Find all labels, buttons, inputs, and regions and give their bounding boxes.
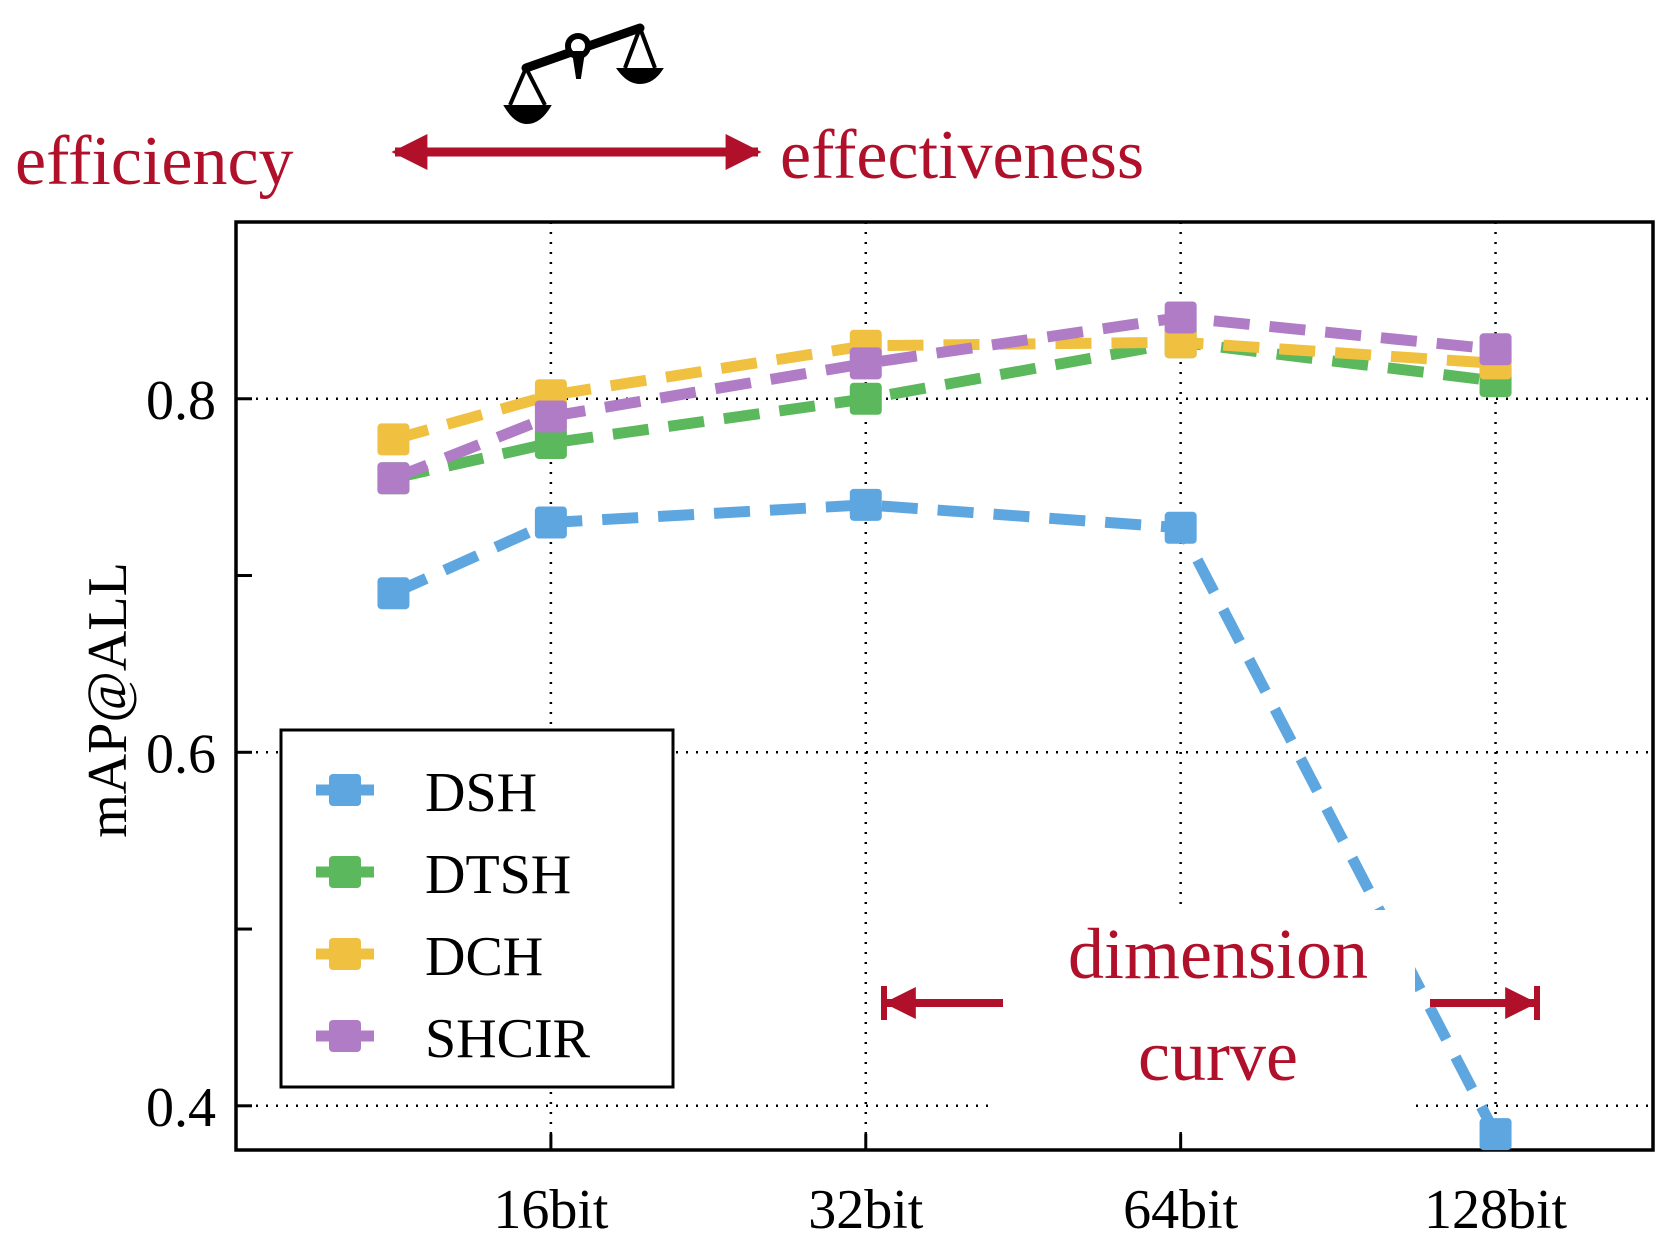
- data-point: [849, 347, 882, 380]
- legend-swatch-marker: [329, 774, 361, 806]
- annotation-line-2: curve: [1138, 1016, 1298, 1096]
- y-tick-label: 0.6: [146, 723, 216, 785]
- y-tick-label: 0.4: [146, 1077, 216, 1139]
- data-point: [534, 506, 567, 539]
- x-tick-label: 16bit: [493, 1179, 609, 1241]
- data-point: [377, 462, 410, 495]
- legend-swatch-marker: [329, 1020, 361, 1052]
- series-line: [391, 499, 1501, 1137]
- legend-item-shcir: SHCIR: [316, 1008, 591, 1070]
- annotation-background: [995, 910, 1415, 1125]
- header: efficiency effectiveness: [15, 23, 1144, 200]
- dimension-annotation: dimension curve: [881, 910, 1540, 1125]
- data-point: [377, 423, 410, 456]
- data-point: [1479, 333, 1512, 366]
- legend-item-dsh: DSH: [316, 762, 537, 824]
- x-axis-ticks: 16bit 32bit 64bit 128bit: [493, 1134, 1568, 1241]
- data-point: [534, 400, 567, 433]
- legend-swatch-marker: [329, 856, 361, 888]
- legend: DSH DTSH DCH SHCIR: [279, 728, 675, 1089]
- data-point: [1164, 301, 1197, 334]
- legend-item-dch: DCH: [316, 926, 543, 988]
- data-point: [1164, 326, 1197, 359]
- y-tick-label: 0.8: [146, 370, 216, 432]
- x-tick-label: 32bit: [808, 1179, 924, 1241]
- y-axis-ticks: 0.4 0.6 0.8: [146, 370, 252, 1139]
- data-point: [849, 382, 882, 415]
- annotation-line-1: dimension: [1068, 914, 1368, 994]
- balance-scale-icon: [503, 23, 664, 125]
- y-axis-label: mAP@ALL: [77, 562, 139, 838]
- series-line: [391, 311, 1497, 484]
- x-tick-label: 128bit: [1424, 1179, 1568, 1241]
- legend-label: SHCIR: [425, 1008, 591, 1070]
- legend-item-dtsh: DTSH: [316, 844, 571, 906]
- legend-label: DCH: [425, 926, 543, 988]
- data-point: [849, 488, 882, 521]
- effectiveness-label: effectiveness: [780, 117, 1144, 194]
- data-point: [377, 577, 410, 610]
- series-shcir: [377, 301, 1512, 495]
- x-tick-label: 64bit: [1123, 1179, 1239, 1241]
- grid: [236, 222, 1653, 1150]
- data-point: [1164, 511, 1197, 544]
- series: [377, 301, 1512, 1151]
- data-point: [534, 426, 567, 459]
- legend-label: DTSH: [425, 844, 571, 906]
- data-point: [1479, 1118, 1512, 1151]
- plot-frame: [234, 220, 1655, 1152]
- efficiency-label: efficiency: [15, 123, 294, 200]
- legend-label: DSH: [425, 762, 537, 824]
- series-dsh: [377, 488, 1512, 1151]
- legend-swatch-marker: [329, 938, 361, 970]
